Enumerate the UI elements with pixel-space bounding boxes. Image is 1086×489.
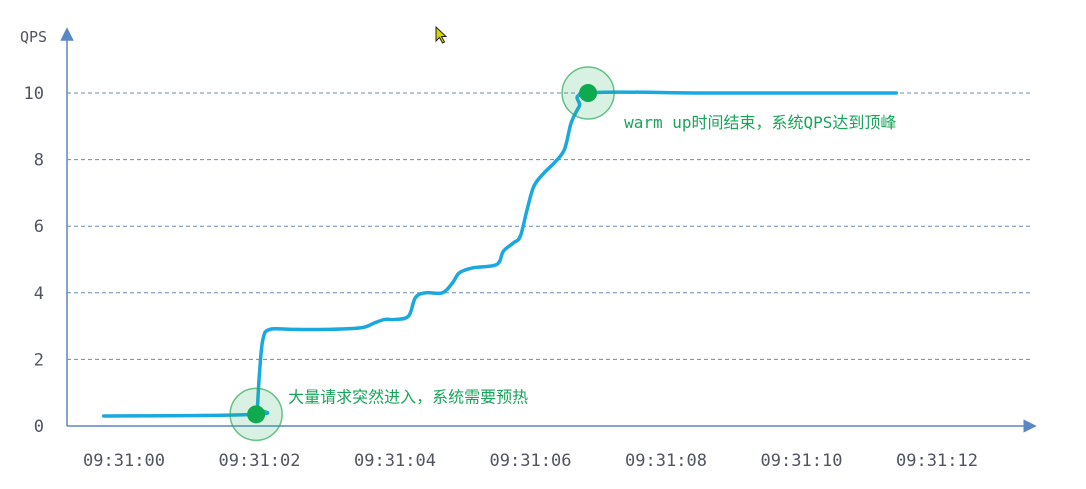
y-tick-label: 4	[34, 284, 44, 304]
y-tick-label: 10	[24, 84, 44, 104]
grid-lines	[67, 92, 1030, 360]
x-tick-label: 09:31:00	[83, 451, 165, 471]
y-tick-label: 2	[34, 350, 44, 370]
annotation-text: 大量请求突然进入，系统需要预热	[288, 387, 528, 406]
x-tick-label: 09:31:04	[354, 451, 436, 471]
x-tick-label: 09:31:10	[761, 451, 843, 471]
y-axis-title: QPS	[20, 28, 47, 46]
annotation-point	[579, 84, 598, 102]
x-tick-label: 09:31:08	[625, 451, 707, 471]
qps-series-line	[101, 90, 899, 418]
series-layer	[101, 90, 899, 418]
annotation-point	[247, 405, 266, 424]
x-tick-label: 09:31:12	[896, 451, 978, 471]
y-tick-label: 8	[34, 151, 44, 171]
axes	[60, 27, 1037, 433]
x-tick-label: 09:31:06	[490, 451, 572, 471]
y-tick-label: 6	[34, 217, 44, 237]
annotations: 大量请求突然进入，系统需要预热 warm up时间结束，系统QPS达到顶峰	[229, 66, 896, 442]
x-tick-label: 09:31:02	[219, 451, 301, 471]
y-tick-label: 0	[34, 417, 44, 437]
y-tick-labels: 0 2 4 6 8 10	[24, 84, 44, 437]
x-tick-labels: 09:31:00 09:31:02 09:31:04 09:31:06 09:31:08…	[83, 451, 978, 471]
mouse-pointer-icon	[435, 25, 448, 44]
annotation-text: warm up时间结束，系统QPS达到顶峰	[624, 113, 896, 132]
